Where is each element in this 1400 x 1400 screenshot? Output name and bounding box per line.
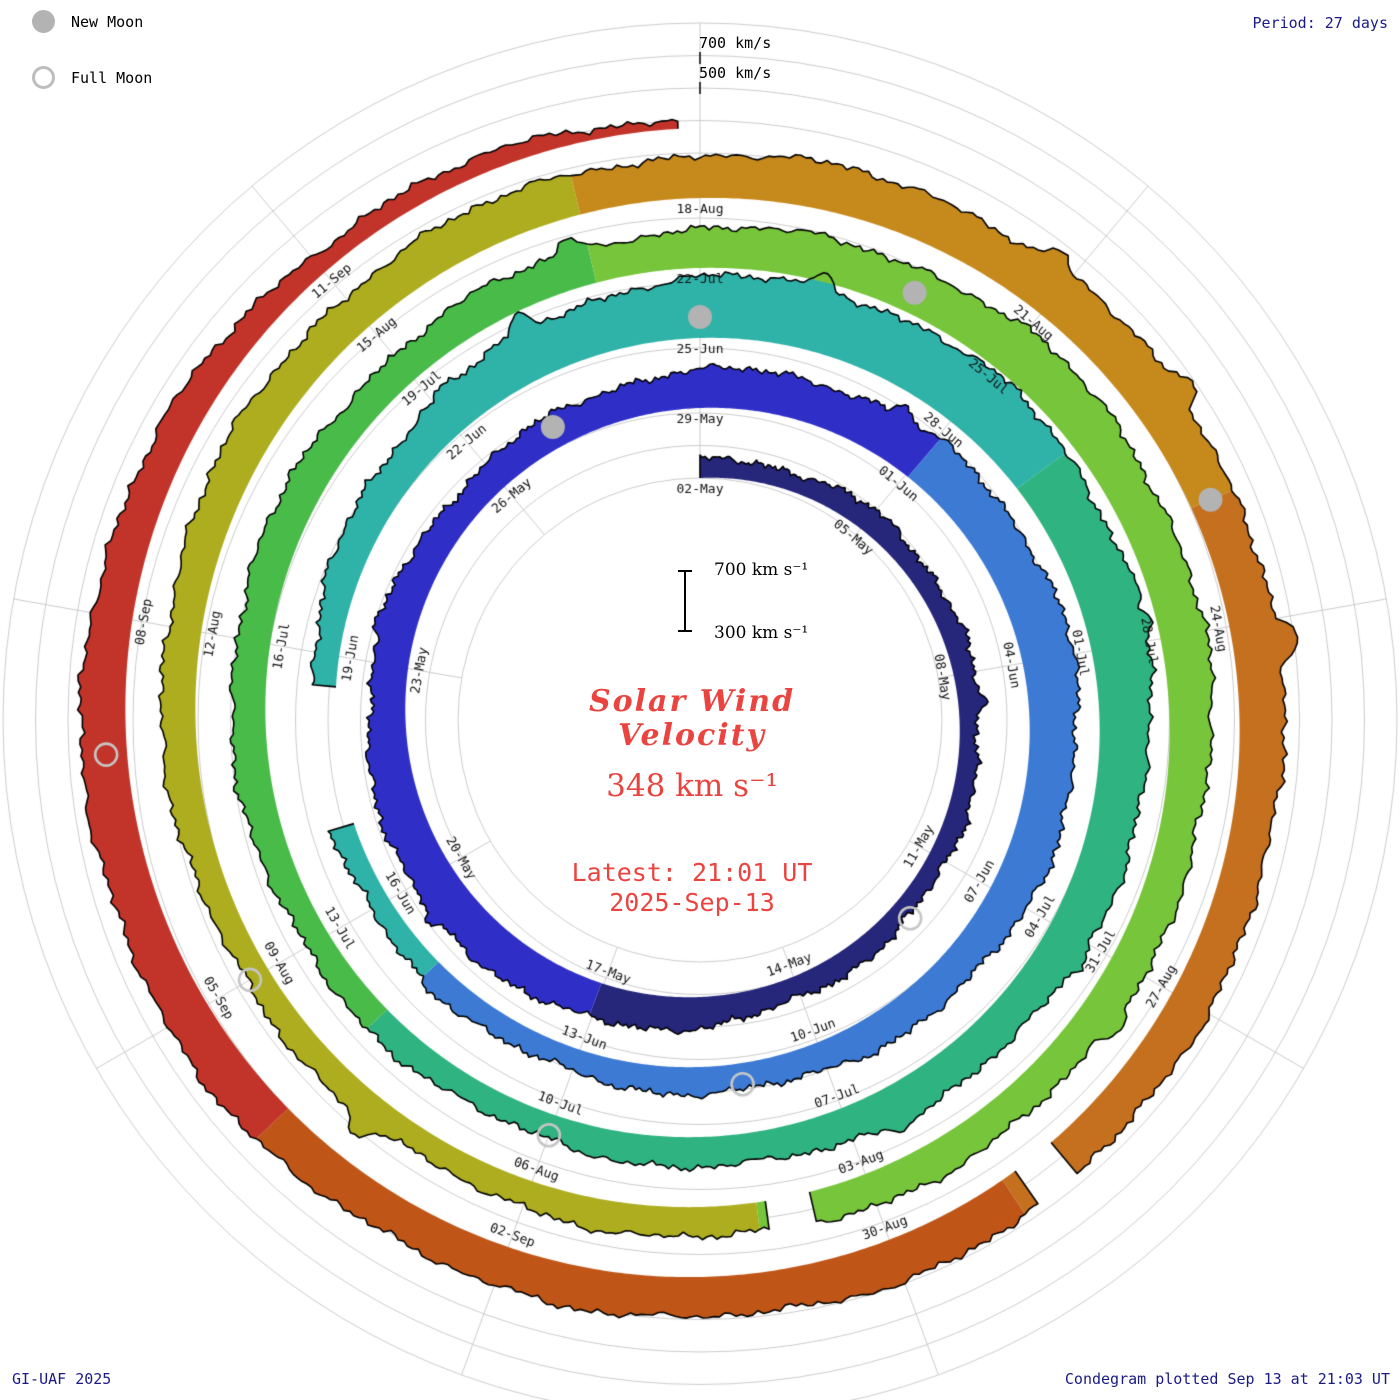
ring-scale-700-label: 700 km/s xyxy=(699,34,772,52)
ring-scale-500-label: 500 km/s xyxy=(699,64,772,82)
latest-time-label: Latest: 21:01 UT xyxy=(571,858,813,887)
full-moon-label: Full Moon xyxy=(71,68,153,87)
full-moon-icon xyxy=(32,66,55,89)
new-moon-icon xyxy=(32,10,55,33)
scale-low-label: 300 km s⁻¹ xyxy=(714,623,809,643)
current-velocity-value: 348 km s⁻¹ xyxy=(606,768,778,804)
scale-high-label: 700 km s⁻¹ xyxy=(714,560,809,580)
legend-new-moon: New Moon xyxy=(32,10,143,33)
chart-title-line1: Solar Wind xyxy=(588,684,796,719)
period-label: Period: 27 days xyxy=(1252,14,1388,32)
latest-date-label: 2025-Sep-13 xyxy=(609,888,775,917)
legend-full-moon: Full Moon xyxy=(32,66,152,89)
chart-title-line2: Velocity xyxy=(618,718,766,753)
new-moon-label: New Moon xyxy=(71,12,144,31)
velocity-scale-bar xyxy=(678,570,692,632)
scale-bar-bottom-cap xyxy=(678,630,692,632)
scale-bar-top-cap xyxy=(678,570,692,572)
plotted-note: Condegram plotted Sep 13 at 21:03 UT xyxy=(1064,1370,1390,1388)
credit-label: GI-UAF 2025 xyxy=(12,1370,112,1388)
